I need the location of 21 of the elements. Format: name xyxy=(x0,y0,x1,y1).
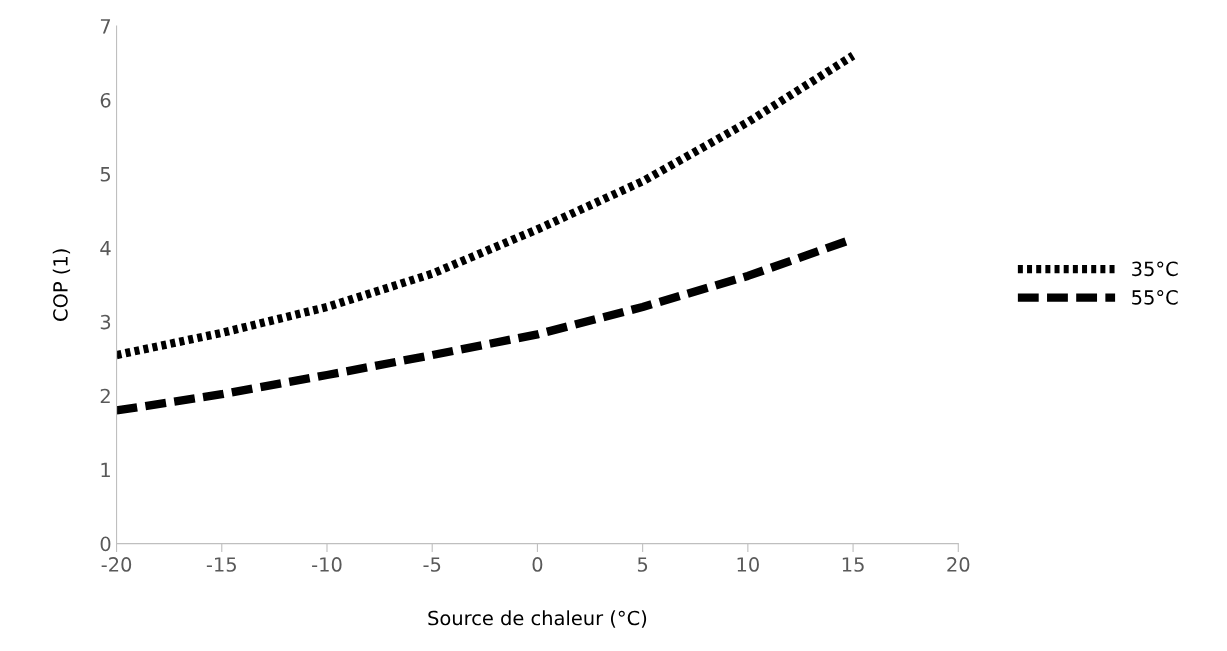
text: 55°C xyxy=(1132,290,1178,305)
y-tick-label: 3 xyxy=(100,314,111,330)
y-tick-label: 7 xyxy=(100,19,111,34)
x-tick-label: -5 xyxy=(423,557,441,572)
y-tick-label: 6 xyxy=(100,92,111,108)
x-tick-label: -20 xyxy=(101,557,132,572)
y-tick-label: 5 xyxy=(100,167,111,182)
x-tick-label: 20 xyxy=(947,557,970,572)
x-tick-label: 15 xyxy=(842,557,864,572)
x-tick-label: 10 xyxy=(737,557,759,572)
y-tick-label: 4 xyxy=(100,241,111,256)
x-tick-label: -10 xyxy=(312,557,342,572)
x-tick-label: -15 xyxy=(206,557,236,572)
x-axis-title: Source de chaleur (°C) xyxy=(428,610,647,628)
y-axis-title: COP (1) xyxy=(52,249,71,321)
y-tick-label: 2 xyxy=(100,388,110,404)
text: 35°C xyxy=(1132,261,1178,277)
x-tick-label: 5 xyxy=(637,557,648,572)
x-tick-label: 0 xyxy=(532,557,543,572)
y-tick-label: 1 xyxy=(101,462,110,478)
y-tick-label: 0 xyxy=(100,536,111,552)
